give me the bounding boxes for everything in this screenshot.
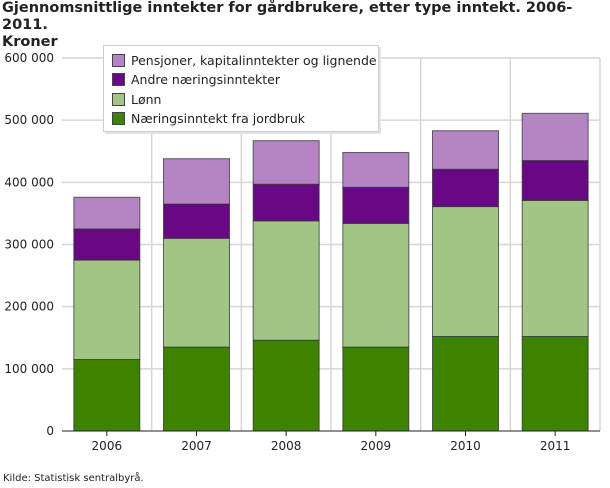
x-tick-label: 2008 <box>271 439 302 453</box>
bar-segment <box>432 336 499 432</box>
bar-segment <box>521 199 589 338</box>
bar-segment <box>521 160 589 201</box>
bar-segment <box>163 203 230 239</box>
legend-item: Næringsinntekt fra jordbruk <box>112 110 305 128</box>
bar-segment <box>521 112 589 162</box>
y-tick-label: 400 000 <box>4 175 54 189</box>
x-tick-label: 2011 <box>540 439 571 453</box>
bar-segment <box>521 336 589 432</box>
source-note: Kilde: Statistisk sentralbyrå. <box>3 473 144 484</box>
bar-segment <box>252 220 320 341</box>
y-tick-label: 500 000 <box>4 113 54 127</box>
bar-segment <box>73 359 141 432</box>
legend-swatch <box>112 73 125 86</box>
bar-segment <box>73 228 141 261</box>
y-tick-label: 200 000 <box>4 300 54 314</box>
x-tick-label: 2010 <box>450 439 481 453</box>
bar-segment <box>163 237 230 348</box>
bar-segment <box>73 259 141 361</box>
bar-segment <box>432 168 499 208</box>
bar-segment <box>342 151 410 188</box>
bar-segment <box>163 346 230 432</box>
chart-title-line-1: Gjennomsnittlige inntekter for gårdbruke… <box>2 0 573 33</box>
y-tick-label: 0 <box>46 424 54 438</box>
bar-segment <box>73 196 141 230</box>
legend-item: Andre næringsinntekter <box>112 71 280 89</box>
bar-segment <box>163 158 230 205</box>
bar-segment <box>342 186 410 224</box>
bar-segment <box>252 183 320 222</box>
chart-title: Gjennomsnittlige inntekter for gårdbruke… <box>2 0 602 51</box>
bar-segment <box>342 346 410 432</box>
bar-segment <box>342 222 410 348</box>
legend-item: Pensjoner, kapitalinntekter og lignende <box>112 51 377 69</box>
bar-segment <box>252 339 320 432</box>
x-tick-label: 2006 <box>92 439 123 453</box>
bar-segment <box>252 140 320 185</box>
bar-segment <box>432 130 499 170</box>
legend-label: Lønn <box>131 91 162 107</box>
y-tick-label: 100 000 <box>4 362 54 376</box>
legend-item: Lønn <box>112 90 161 108</box>
legend-label: Andre næringsinntekter <box>131 72 280 87</box>
legend-swatch <box>112 92 125 106</box>
y-tick-label: 300 000 <box>4 238 54 252</box>
bar-segment <box>432 206 499 338</box>
chart-title-line-2: Kroner <box>2 34 58 50</box>
legend-label: Pensjoner, kapitalinntekter og lignende <box>131 52 377 68</box>
y-tick-label: 600 000 <box>4 51 54 65</box>
x-tick-label: 2007 <box>181 439 212 453</box>
legend-label: Næringsinntekt fra jordbruk <box>131 111 306 126</box>
legend-swatch <box>112 53 125 67</box>
x-tick-label: 2009 <box>361 439 392 453</box>
legend-swatch <box>112 112 125 125</box>
legend: Pensjoner, kapitalinntekter og lignende A… <box>103 45 379 132</box>
